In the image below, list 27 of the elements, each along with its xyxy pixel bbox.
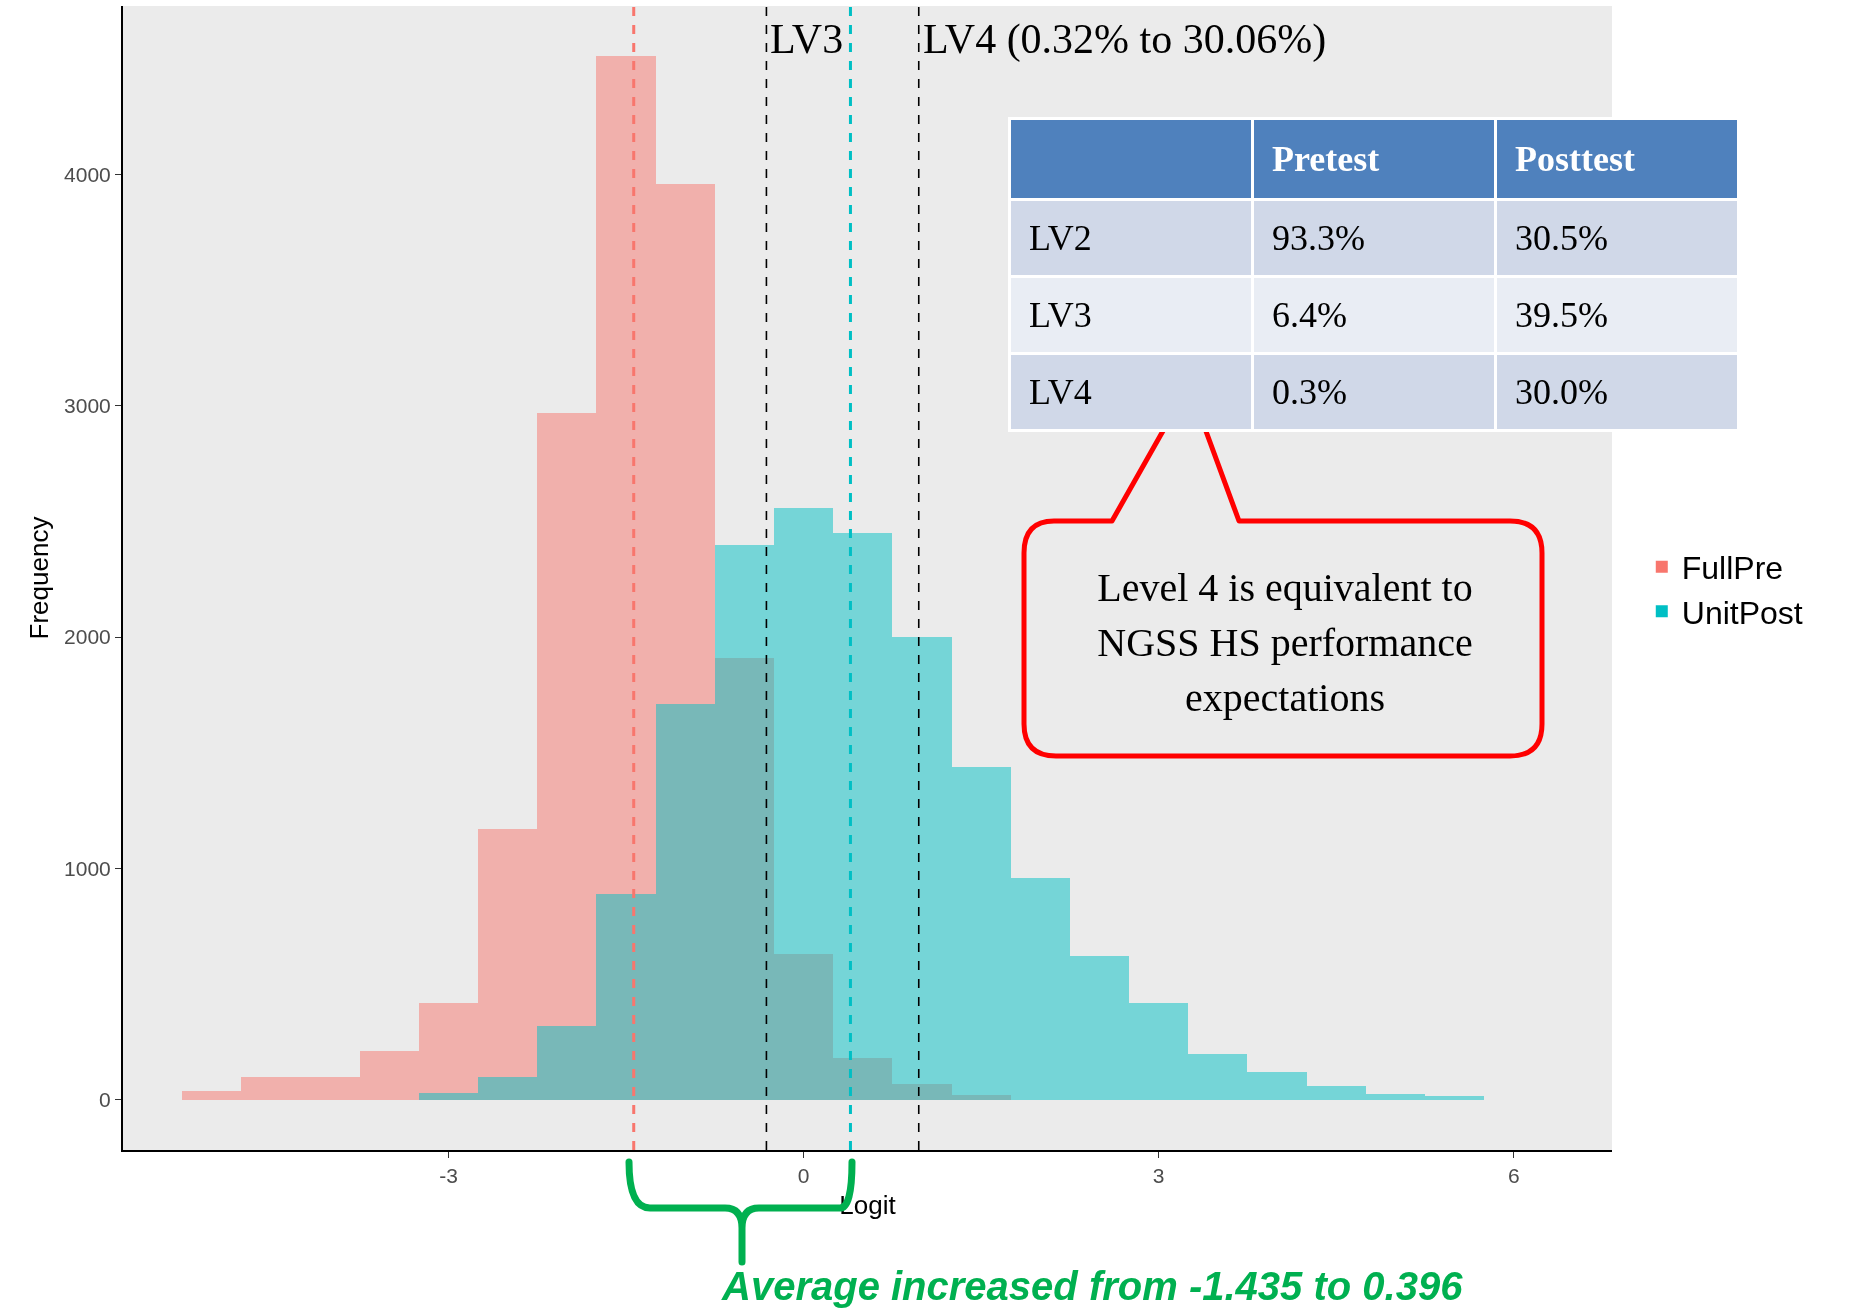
- category-label: LV3: [1011, 278, 1251, 352]
- data-label: 93.3%: [1254, 201, 1494, 275]
- data-label: 30.5%: [1497, 201, 1737, 275]
- x-tick-label: -3: [439, 1164, 458, 1188]
- ref-line-label: LV3: [770, 16, 844, 62]
- y-tick-label: 4000: [64, 162, 111, 186]
- data-label: 30.0%: [1497, 355, 1737, 429]
- annotation: Level 4 is equivalent to NGSS HS performance expectations: [1096, 564, 1474, 722]
- x-tick-label: 3: [1152, 1164, 1165, 1188]
- ref-line-label: LV4 (0.32% to 30.06%): [923, 16, 1327, 63]
- data-label: 0.3%: [1254, 355, 1494, 429]
- category-label: LV2: [1011, 201, 1251, 275]
- text: Average increased from -1.435 to 0.396: [722, 1264, 1463, 1309]
- data-label: 39.5%: [1497, 278, 1737, 352]
- data-label: 6.4%: [1254, 278, 1494, 352]
- y-tick-label: 3000: [64, 394, 111, 418]
- series-label: Posttest: [1497, 120, 1737, 198]
- legend-label: UnitPost: [1681, 594, 1803, 631]
- x-tick-label: 0: [797, 1164, 810, 1188]
- legend-label: FullPre: [1681, 550, 1784, 587]
- y-axis-title: Frequency: [23, 516, 54, 640]
- category-label: LV4: [1011, 355, 1251, 429]
- y-tick-label: 0: [99, 1088, 111, 1112]
- y-tick-label: 2000: [64, 625, 111, 649]
- x-tick-label: 6: [1507, 1164, 1520, 1188]
- y-tick-label: 1000: [64, 856, 111, 880]
- series-label: Pretest: [1254, 120, 1494, 198]
